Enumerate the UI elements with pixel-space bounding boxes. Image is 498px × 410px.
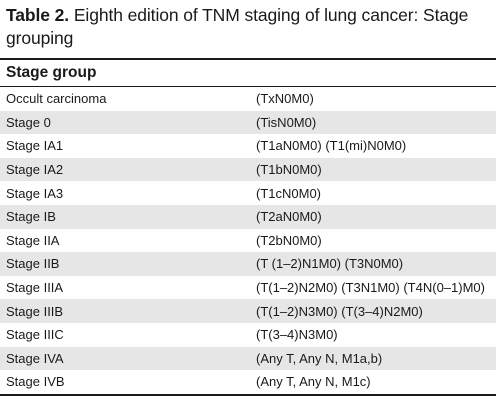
table-row: Occult carcinoma (TxN0M0)	[0, 87, 496, 111]
table-row: Stage 0 (TisN0M0)	[0, 110, 496, 135]
stage-name-cell: Stage IB	[6, 209, 56, 225]
tnm-definition-cell: (T (1–2)N1M0) (T3N0M0)	[256, 256, 404, 272]
stage-name-cell: Stage IIIB	[6, 303, 64, 319]
table-bottom-rule	[0, 393, 496, 396]
tnm-definition-cell: (T(1–2)N3M0) (T(3–4)N2M0)	[256, 303, 423, 319]
tnm-definition-cell: (T(1–2)N2M0) (T3N1M0) (T4N(0–1)M0)	[256, 280, 485, 296]
table-row: Stage IA2 (T1bN0M0)	[0, 157, 496, 182]
stage-name-cell: Stage IA3	[6, 185, 64, 201]
tnm-definition-cell: (Any T, Any N, M1a,b)	[256, 350, 383, 366]
header-stage-group: Stage group	[6, 64, 97, 81]
table-row: Stage IA3 (T1cN0M0)	[0, 181, 496, 205]
table-row: Stage IIA (T2bN0M0)	[0, 229, 496, 253]
table-top-rule	[0, 58, 496, 60]
table-row: Stage IIB (T (1–2)N1M0) (T3N0M0)	[0, 252, 496, 276]
stage-name-cell: Occult carcinoma	[6, 91, 107, 107]
stage-name-cell: Stage IA1	[6, 138, 64, 154]
tnm-definition-cell: (Any T, Any N, M1c)	[256, 374, 371, 390]
tnm-definition-cell: (T1bN0M0)	[256, 162, 322, 178]
stage-name-cell: Stage IIIA	[6, 280, 64, 296]
table-title: Eighth edition of TNM staging of lung ca…	[6, 5, 469, 48]
stage-name-cell: Stage IVA	[6, 350, 64, 366]
tnm-definition-cell: (TisN0M0)	[256, 114, 317, 130]
table-row: Stage IVA (Any T, Any N, M1a,b)	[0, 346, 496, 371]
table-row: Stage IB (T2aN0M0)	[0, 204, 496, 229]
stage-name-cell: Stage IIA	[6, 232, 60, 248]
tnm-definition-cell: (TxN0M0)	[256, 91, 314, 107]
table-caption: Table 2. Eighth edition of TNM staging o…	[6, 4, 486, 50]
table-row: Stage IA1 (T1aN0M0) (T1(mi)N0M0)	[0, 134, 496, 158]
table-row: Stage IIIB (T(1–2)N3M0) (T(3–4)N2M0)	[0, 299, 496, 323]
table-body: Occult carcinoma (TxN0M0) Stage 0 (TisN0M0)…	[0, 87, 496, 394]
stage-grouping-table: Stage group Occult carcinoma (TxN0M0) Stag…	[0, 58, 496, 396]
stage-name-cell: Stage IVB	[6, 374, 65, 390]
tnm-definition-cell: (T1cN0M0)	[256, 185, 322, 201]
tnm-definition-cell: (T1aN0M0) (T1(mi)N0M0)	[256, 138, 407, 154]
stage-name-cell: Stage IIB	[6, 256, 60, 272]
table-row: Stage IVB (Any T, Any N, M1c)	[0, 370, 496, 394]
stage-name-cell: Stage IIIC	[6, 327, 64, 343]
table-number: Table 2.	[6, 5, 70, 25]
tnm-definition-cell: (T(3–4)N3M0)	[256, 327, 338, 343]
table-row: Stage IIIA (T(1–2)N2M0) (T3N1M0) (T4N(0–1…	[0, 276, 496, 300]
stage-name-cell: Stage IA2	[6, 162, 64, 178]
tnm-definition-cell: (T2bN0M0)	[256, 232, 322, 248]
table-row: Stage IIIC (T(3–4)N3M0)	[0, 323, 496, 347]
stage-name-cell: Stage 0	[6, 114, 51, 130]
table-header: Stage group	[0, 60, 496, 87]
tnm-definition-cell: (T2aN0M0)	[256, 209, 322, 225]
